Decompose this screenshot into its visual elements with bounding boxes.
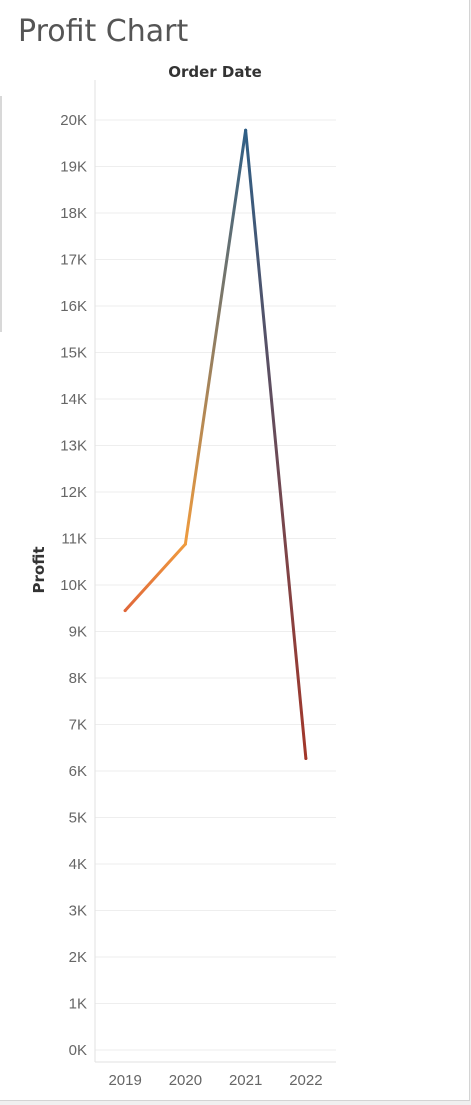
x-tick-labels: 2019 2020 2021 2022 bbox=[108, 1072, 322, 1089]
y-tick-label-7K: 7K bbox=[69, 717, 87, 734]
data-point-2020[interactable] bbox=[183, 542, 187, 546]
x-tick-label-2022: 2022 bbox=[289, 1072, 322, 1089]
y-tick-label-5K: 5K bbox=[69, 810, 87, 827]
x-tick-label-2020: 2020 bbox=[169, 1072, 202, 1089]
y-tick-label-18K: 18K bbox=[60, 205, 87, 222]
column-header: Order Date bbox=[168, 63, 262, 81]
y-tick-label-9K: 9K bbox=[69, 624, 87, 641]
y-tick-label-20K: 20K bbox=[60, 112, 87, 129]
sheet-title: Profit Chart bbox=[18, 14, 189, 49]
y-tick-label-15K: 15K bbox=[60, 345, 87, 362]
y-tick-label-11K: 11K bbox=[61, 531, 87, 548]
y-tick-label-1K: 1K bbox=[69, 996, 87, 1013]
y-tick-label-16K: 16K bbox=[60, 298, 87, 315]
y-tick-label-0K: 0K bbox=[69, 1042, 87, 1059]
y-tick-label-14K: 14K bbox=[60, 391, 87, 408]
data-point-2021[interactable] bbox=[244, 128, 248, 132]
line-segment-2021-2022[interactable] bbox=[244, 128, 308, 760]
y-tick-label-2K: 2K bbox=[69, 949, 87, 966]
x-tick-label-2021: 2021 bbox=[229, 1072, 262, 1089]
y-tick-label-4K: 4K bbox=[69, 856, 87, 873]
data-point-2019[interactable] bbox=[123, 609, 127, 613]
line-segment-2019-2020[interactable] bbox=[123, 542, 187, 613]
y-tick-label-12K: 12K bbox=[60, 484, 87, 501]
y-tick-label-17K: 17K bbox=[60, 252, 87, 269]
y-tick-label-19K: 19K bbox=[60, 159, 87, 176]
y-tick-label-10K: 10K bbox=[60, 577, 87, 594]
y-tick-labels: 0K 1K 2K 3K 4K 5K 6K 7K 8K 9K 10K 11K 12K 13K 14K 15K 16… bbox=[60, 112, 87, 1059]
gridlines bbox=[95, 119, 336, 1051]
x-tick-label-2019: 2019 bbox=[108, 1072, 141, 1089]
data-point-2022[interactable] bbox=[304, 756, 308, 760]
line-segment-2020-2021[interactable] bbox=[183, 128, 248, 546]
y-axis-title: Profit bbox=[30, 547, 48, 594]
y-tick-label-13K: 13K bbox=[60, 438, 87, 455]
panel-edge bbox=[0, 96, 2, 332]
y-tick-label-6K: 6K bbox=[69, 763, 87, 780]
y-tick-label-3K: 3K bbox=[69, 903, 87, 920]
y-tick-label-8K: 8K bbox=[69, 670, 87, 687]
profit-series[interactable] bbox=[123, 128, 308, 760]
